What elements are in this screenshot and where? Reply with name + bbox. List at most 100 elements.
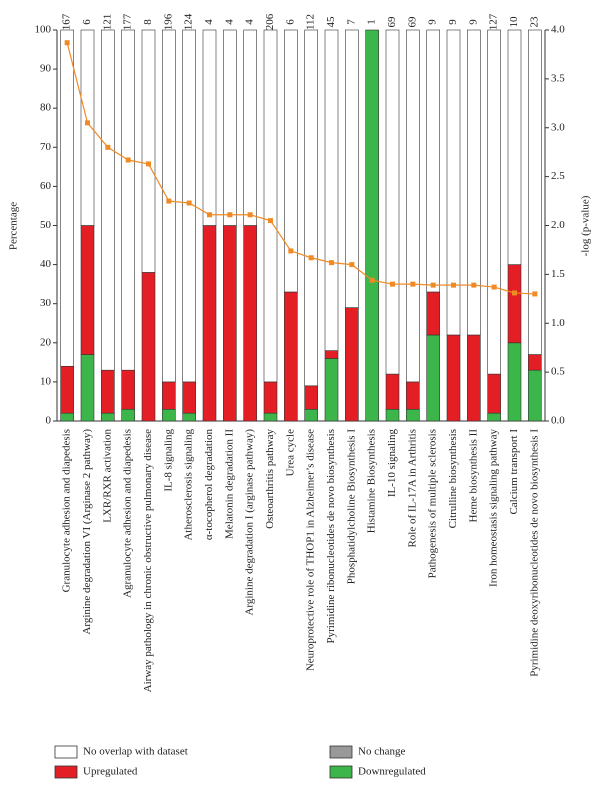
x-tick-label: Urea cycle	[284, 429, 296, 476]
bar-segment	[385, 29, 400, 375]
p-value-marker	[532, 291, 538, 297]
bar-segment	[101, 412, 115, 422]
bar-segment	[80, 29, 95, 226]
count-label: 45	[325, 16, 337, 28]
bar-segment	[345, 29, 359, 308]
count-label: 167	[61, 13, 73, 30]
bar-segment	[406, 381, 420, 410]
x-tick-label: Calcium transport I	[508, 429, 520, 515]
count-label: 6	[81, 19, 93, 25]
p-value-marker	[512, 290, 517, 296]
y2-tick-label: 0.0	[551, 415, 565, 427]
x-tick-label: Arginine degradation VI (Arginase 2 path…	[81, 429, 93, 635]
x-tick-label: IL-8 signaling	[162, 429, 174, 492]
y-tick-label: 0	[46, 415, 52, 427]
count-label: 4	[203, 19, 215, 25]
p-value-marker	[308, 255, 314, 261]
count-label: 206	[264, 13, 276, 30]
legend-swatch	[329, 765, 353, 779]
bar-segment	[202, 225, 217, 422]
bar-segment	[284, 29, 298, 293]
bar-segment	[507, 264, 522, 344]
bar-segment	[263, 381, 278, 414]
bar-segment	[507, 29, 522, 265]
y2-tick-label: 2.0	[551, 219, 565, 231]
legend-label: No overlap with dataset	[83, 746, 188, 758]
bar-segment	[121, 29, 135, 371]
x-tick-label: Phosphatidylcholine Biosynthesis I	[345, 429, 357, 585]
count-label: 121	[101, 14, 113, 31]
count-label: 9	[427, 19, 439, 25]
count-label: 23	[528, 16, 540, 28]
bar-segment	[80, 354, 95, 422]
y2-tick-label: 0.5	[551, 366, 565, 378]
x-tick-label: Atherosclerosis signaling	[183, 429, 195, 541]
y-tick-label: 10	[40, 375, 52, 387]
bar-segment	[162, 408, 176, 422]
bar-segment	[324, 350, 339, 359]
bar-segment	[80, 225, 95, 355]
bar-segment	[324, 29, 339, 351]
x-tick-label: Arginine degradation I (arginase pathway…	[244, 429, 256, 616]
bar-segment	[182, 412, 196, 422]
count-label: 69	[406, 16, 418, 28]
count-label: 7	[345, 19, 357, 25]
x-tick-label: Citrulline biosynthesis	[447, 429, 459, 528]
bar-segment	[426, 29, 440, 293]
x-tick-label: Pathogenesis of multiple sclerosis	[427, 429, 439, 578]
x-tick-label: Role of IL-17A in Arthritis	[406, 429, 418, 548]
x-tick-label: IL-10 signaling	[386, 429, 398, 498]
y2-tick-label: 1.0	[551, 317, 565, 329]
count-label: 196	[162, 13, 174, 30]
bar-segment	[263, 412, 278, 422]
legend-swatch	[329, 745, 353, 759]
p-value-marker	[186, 200, 192, 206]
x-tick-label: Histamine Biosynthesis	[366, 429, 378, 533]
bar-segment	[182, 381, 196, 414]
y2-tick-label: 4.0	[551, 24, 565, 36]
count-label: 6	[284, 19, 296, 25]
bar-segment	[60, 365, 74, 414]
bar-segment	[487, 412, 501, 422]
bar-segment	[141, 29, 156, 273]
bar-segment	[60, 29, 74, 367]
p-value-marker	[471, 282, 477, 288]
bar-segment	[426, 334, 440, 422]
bar-segment	[263, 29, 278, 383]
bar-segment	[162, 381, 176, 410]
bar-segment	[446, 29, 461, 336]
bar-segment	[385, 373, 400, 410]
p-value-marker	[85, 120, 90, 126]
bar-segment	[324, 358, 339, 422]
bar-segment	[284, 291, 298, 422]
p-value-marker	[288, 248, 294, 254]
bar-segment	[406, 29, 420, 383]
y-tick-label: 40	[40, 258, 52, 270]
p-value-marker	[247, 212, 253, 218]
p-value-marker	[207, 212, 212, 218]
bar-segment	[141, 272, 156, 422]
p-value-marker	[329, 260, 334, 266]
y-axis-label: Percentage	[8, 202, 20, 250]
x-tick-label: Neuroprotective role of THOP1 in Alzheim…	[305, 429, 317, 671]
count-label: 9	[467, 19, 479, 25]
count-label: 124	[183, 13, 195, 30]
bar-segment	[528, 369, 542, 422]
bar-segment	[528, 29, 542, 355]
bar-segment	[162, 29, 176, 383]
y-tick-label: 50	[40, 219, 52, 231]
y-tick-label: 80	[40, 102, 52, 114]
p-value-marker	[268, 218, 273, 224]
count-label: 10	[508, 16, 520, 28]
bar-segment	[467, 29, 481, 336]
x-tick-label: LXR/RXR activation	[101, 429, 113, 523]
bar-segment	[345, 307, 359, 422]
bar-segment	[385, 408, 400, 422]
p-value-marker	[349, 262, 355, 268]
x-tick-label: Iron homeostasis signaling pathway	[488, 429, 500, 587]
count-label: 69	[386, 16, 398, 28]
y2-tick-label: 3.5	[551, 72, 565, 84]
p-value-marker	[166, 198, 172, 204]
bar-segment	[101, 369, 115, 414]
